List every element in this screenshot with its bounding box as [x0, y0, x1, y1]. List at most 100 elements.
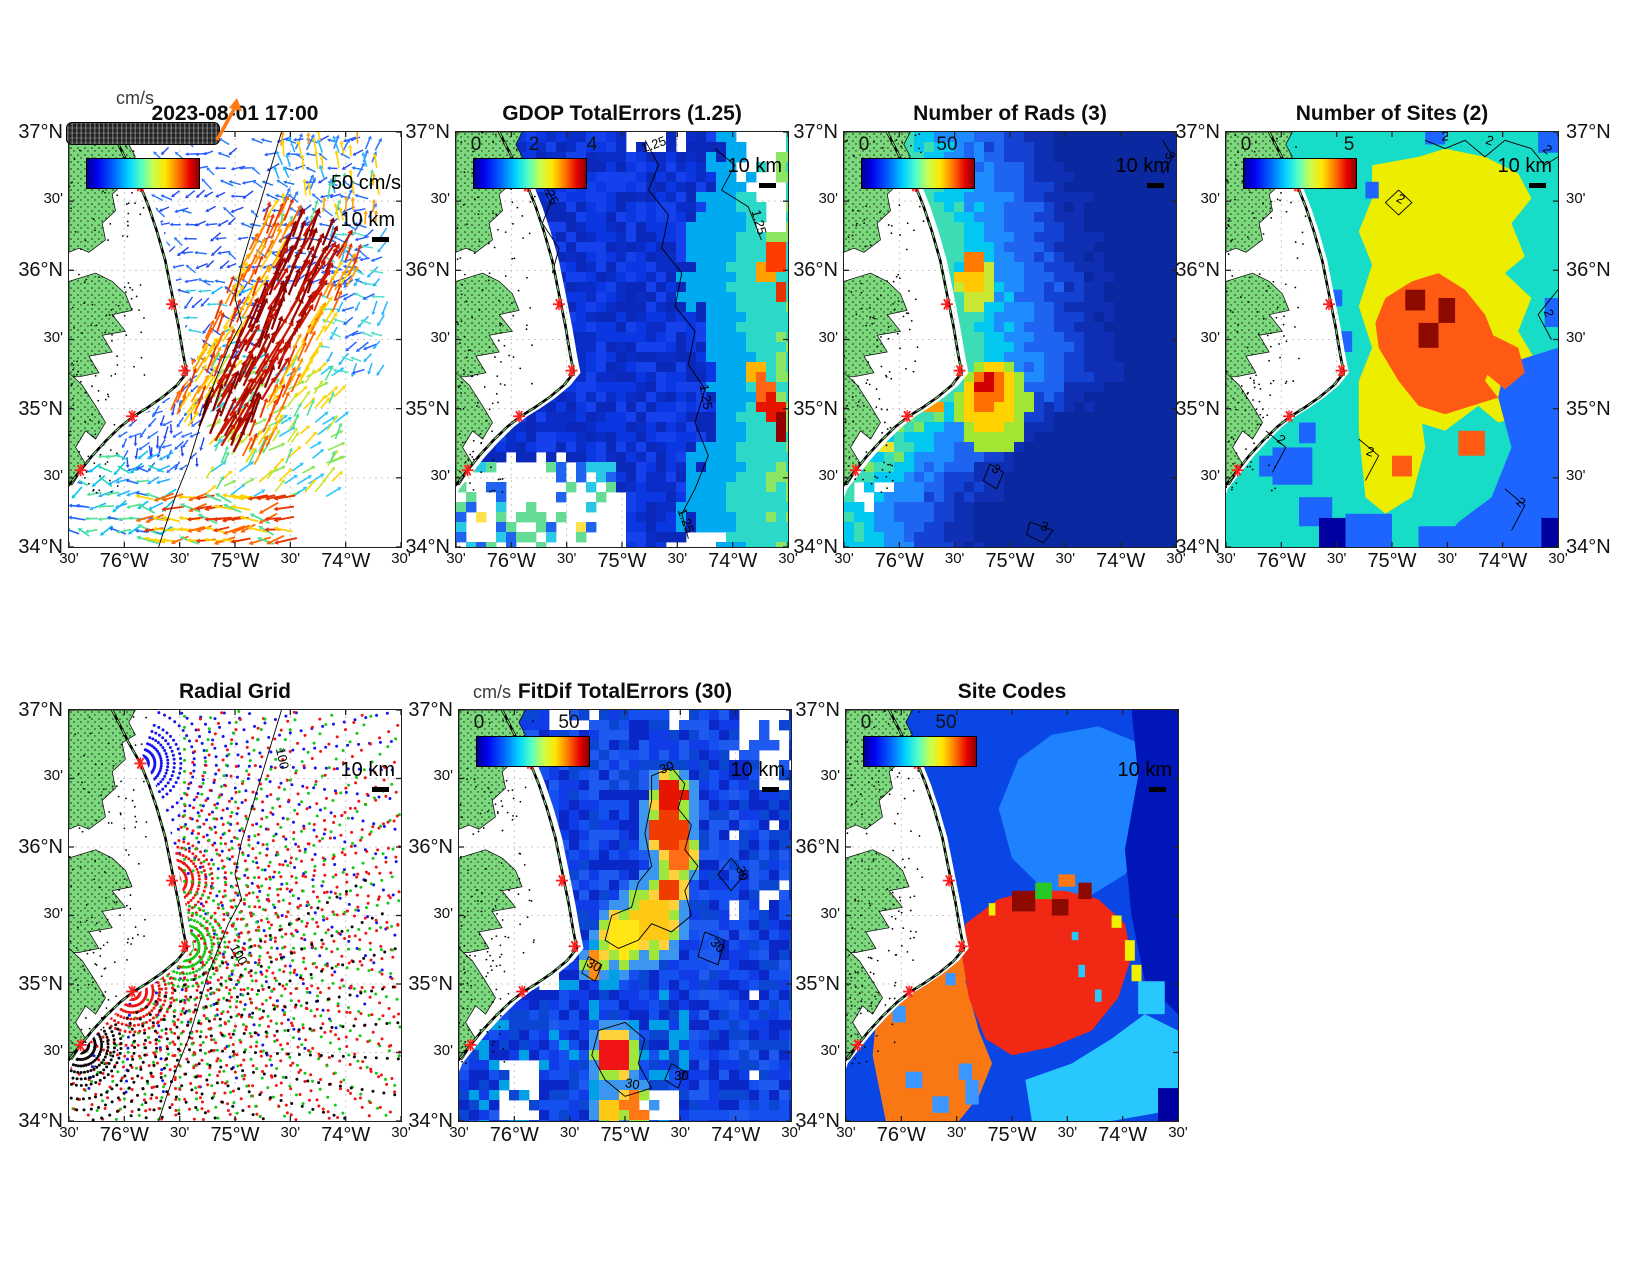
scale-label: 10 km [1115, 155, 1170, 177]
lon-label: 76°W [874, 550, 924, 572]
panel-radial-grid: Radial Grid 100 100 10 km 37°N 30' 36°N 30' 3… [18, 680, 410, 1146]
scale-label: 10 km [340, 209, 395, 231]
lon-label: 30' [169, 1124, 190, 1141]
lat-label: 35°N [793, 397, 838, 420]
lon-label: 30' [836, 1124, 856, 1141]
lat-label-right: 30' [1566, 190, 1586, 208]
scale-bar [372, 237, 389, 242]
contour-label: 100 [227, 941, 251, 967]
lat-label: 30' [43, 328, 63, 346]
contour-label: 30 [733, 864, 751, 882]
lat-label: 30' [820, 767, 840, 785]
lon-label: 30' [667, 550, 688, 567]
lat-label: 30' [433, 767, 453, 785]
lat-label: 37°N [18, 121, 63, 143]
lat-axis: 37°N 30' 36°N 30' 35°N 30' 34°N [782, 699, 840, 1132]
panel-title: Number of Rads (3) [913, 102, 1107, 125]
lat-axis: 37°N 30' 36°N 30' 35°N 30' 34°N [392, 121, 450, 558]
lon-label: 75°W [210, 1124, 260, 1146]
lon-label: 30' [280, 1124, 301, 1141]
lat-label-right: 30' [1566, 328, 1586, 346]
colorbar-tick: 50 [935, 712, 957, 733]
scale-bar [1529, 183, 1546, 188]
lat-label: 30' [43, 767, 63, 785]
lon-label: 76°W [99, 550, 149, 572]
colorbar: 0 50 [474, 712, 590, 767]
lon-label: 74°W [708, 550, 758, 572]
distance-scale: 10 km [1118, 760, 1172, 792]
map-radial-grid: 100 100 [69, 710, 401, 1121]
lat-label: 30' [818, 466, 838, 484]
lon-label: 30' [946, 1124, 967, 1141]
contour-label: 2 [1484, 132, 1496, 149]
lon-label: 30' [449, 1124, 469, 1141]
speed-scale-label: 50 cm/s [330, 172, 401, 194]
distance-scale: 10 km [341, 210, 395, 242]
contour-label: 3 [1162, 149, 1176, 161]
contour-label: 30 [657, 758, 676, 777]
contour-label: 1.25 [749, 208, 770, 236]
lon-label: 30' [446, 550, 466, 567]
lon-label: 30' [556, 550, 577, 567]
panel-title: FitDif TotalErrors (30) [517, 680, 733, 703]
lon-label: 74°W [1096, 550, 1146, 572]
lon-label: 76°W [486, 550, 536, 572]
lat-label: 36°N [1175, 259, 1220, 282]
lat-label: 34°N [405, 536, 450, 558]
lon-label: 30' [1168, 1124, 1188, 1141]
unit-label: cm/s [116, 88, 154, 108]
contour-label: 2 [1364, 443, 1376, 460]
lon-label: 75°W [985, 550, 1035, 572]
lat-label: 30' [433, 904, 453, 922]
lat-label: 35°N [1175, 397, 1220, 420]
distance-scale: 10 km [728, 156, 782, 188]
lat-label: 34°N [793, 536, 838, 558]
lat-label: 30' [1200, 328, 1220, 346]
lon-label: 30' [670, 1124, 691, 1141]
distance-scale: 10 km [731, 760, 785, 792]
lat-label: 37°N [405, 121, 450, 143]
lat-label: 30' [818, 328, 838, 346]
lon-label: 30' [781, 1124, 801, 1141]
scale-bar [372, 787, 389, 792]
lon-label: 30' [834, 550, 854, 567]
lat-label: 30' [1200, 466, 1220, 484]
lat-label: 34°N [795, 1110, 840, 1132]
lon-label: 30' [280, 550, 301, 567]
lat-label-right: 37°N [1566, 121, 1611, 143]
lat-axis: 37°N 30' 36°N 30' 35°N 30' 34°N [1162, 121, 1220, 558]
map-gdop: 1.251.251.251.251.25 [456, 132, 788, 547]
lat-label: 30' [433, 1041, 453, 1059]
contour-label: 30 [674, 1068, 688, 1083]
lat-label: 30' [43, 1041, 63, 1059]
lat-axis-right: 37°N 30' 36°N 30' 35°N 30' 34°N [1566, 121, 1624, 558]
scale-label: 10 km [1497, 155, 1552, 177]
lat-axis: 37°N 30' 36°N 30' 35°N 30' 34°N [780, 121, 838, 558]
lon-label: 30' [944, 550, 965, 567]
panel-gdop: GDOP TotalErrors (1.25) 1.25 1.25 1.25 1.25… [405, 102, 797, 572]
lon-axis: 30' 76°W 30' 75°W 30' 74°W 30' [1216, 547, 1568, 575]
colorbar-tick: 0 [860, 712, 872, 733]
colorbar-tick: 0 [858, 134, 870, 155]
lat-label-right: 35°N [1566, 397, 1611, 420]
lat-label: 37°N [795, 699, 840, 721]
lat-label: 36°N [793, 259, 838, 282]
lon-label: 30' [1548, 550, 1568, 567]
lat-label: 30' [43, 466, 63, 484]
colorbar: 0 50 [859, 134, 975, 189]
lat-label: 30' [820, 1041, 840, 1059]
contour-label: 30 [584, 955, 604, 975]
lon-label: 74°W [321, 550, 371, 572]
lat-label: 36°N [18, 835, 63, 858]
lon-axis: 30' 76°W 30' 75°W 30' 74°W 30' [449, 1121, 801, 1149]
lon-label: 74°W [1478, 550, 1528, 572]
colorbar-tick: 0 [470, 134, 482, 155]
lat-label-right: 36°N [1566, 259, 1611, 282]
colorbar-tick: 0 [1240, 134, 1252, 155]
lat-label-right: 30' [1566, 466, 1586, 484]
lat-label: 30' [430, 466, 450, 484]
panel-title: 2023-08-01 17:00 [151, 102, 319, 125]
